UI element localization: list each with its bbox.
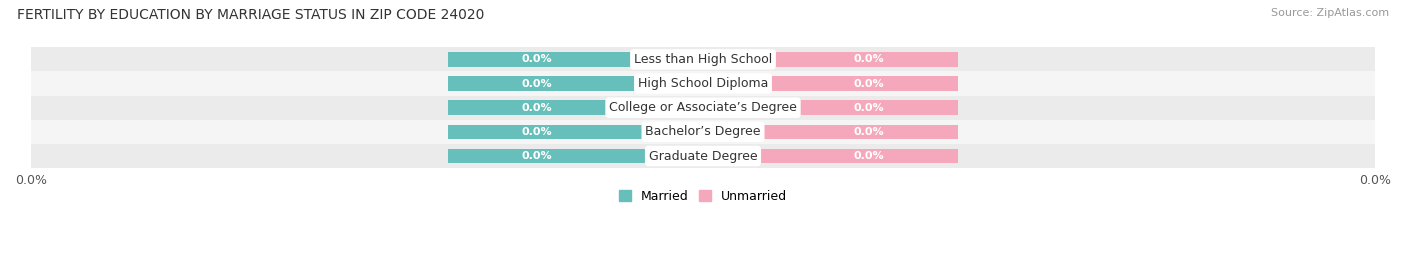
Text: 0.0%: 0.0%	[853, 54, 884, 64]
Text: 0.0%: 0.0%	[853, 127, 884, 137]
Text: Less than High School: Less than High School	[634, 53, 772, 66]
Text: College or Associate’s Degree: College or Associate’s Degree	[609, 101, 797, 114]
Bar	[31, 144, 1375, 168]
Bar	[447, 76, 703, 91]
Bar	[31, 120, 1375, 144]
Bar	[31, 72, 1375, 95]
Bar	[447, 125, 703, 139]
Text: 0.0%: 0.0%	[522, 127, 553, 137]
Text: 0.0%: 0.0%	[853, 79, 884, 89]
Text: FERTILITY BY EDUCATION BY MARRIAGE STATUS IN ZIP CODE 24020: FERTILITY BY EDUCATION BY MARRIAGE STATU…	[17, 8, 484, 22]
Bar	[703, 76, 959, 91]
Text: Source: ZipAtlas.com: Source: ZipAtlas.com	[1271, 8, 1389, 18]
Text: 0.0%: 0.0%	[522, 103, 553, 113]
Text: Bachelor’s Degree: Bachelor’s Degree	[645, 125, 761, 138]
Text: 0.0%: 0.0%	[522, 79, 553, 89]
Bar	[703, 100, 959, 115]
Bar	[703, 125, 959, 139]
Bar	[447, 52, 703, 67]
Text: 0.0%: 0.0%	[853, 103, 884, 113]
Bar	[703, 52, 959, 67]
Bar	[447, 100, 703, 115]
Legend: Married, Unmarried: Married, Unmarried	[613, 185, 793, 208]
Bar	[31, 95, 1375, 120]
Text: 0.0%: 0.0%	[522, 54, 553, 64]
Text: High School Diploma: High School Diploma	[638, 77, 768, 90]
Text: 0.0%: 0.0%	[853, 151, 884, 161]
Bar	[703, 149, 959, 163]
Text: Graduate Degree: Graduate Degree	[648, 150, 758, 162]
Text: 0.0%: 0.0%	[522, 151, 553, 161]
Bar	[447, 149, 703, 163]
Bar	[31, 47, 1375, 72]
